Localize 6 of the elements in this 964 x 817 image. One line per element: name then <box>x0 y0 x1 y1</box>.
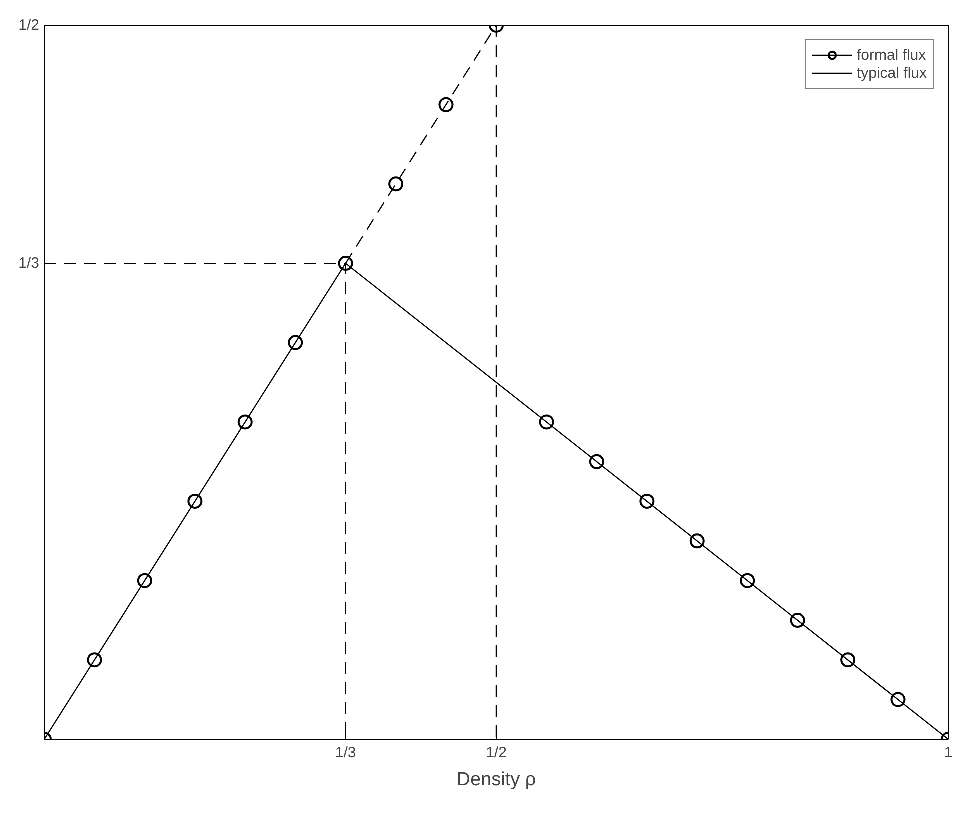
legend-label: formal flux <box>856 46 926 64</box>
legend-label: typical flux <box>856 64 927 82</box>
x-axis-title: Density ρ <box>456 770 536 790</box>
x-tick-label: 1/2 <box>486 744 507 762</box>
x-tick-label: 1 <box>944 744 953 762</box>
x-tick-label: 1/3 <box>335 744 356 762</box>
